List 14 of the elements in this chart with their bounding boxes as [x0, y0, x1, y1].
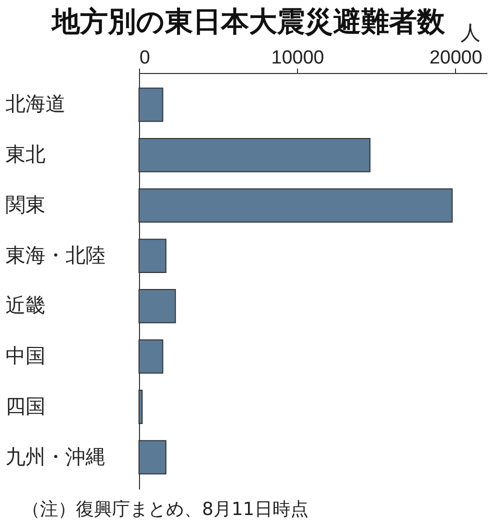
y-tick-label: 北海道 — [6, 92, 66, 116]
y-tick-label: 近畿 — [6, 293, 46, 318]
y-tick-label: 東北 — [6, 142, 46, 166]
y-tick-label: 九州・沖縄 — [6, 444, 106, 468]
x-tick-label: 20000 — [429, 48, 482, 68]
x-tick-label: 10000 — [271, 48, 324, 68]
x-tick-label: 0 — [140, 48, 150, 68]
text: （注）復興庁まとめ、8月11日時点 — [22, 499, 308, 520]
y-tick-label: 東海・北陸 — [6, 242, 106, 267]
y-tick-label: 関東 — [6, 192, 46, 216]
y-tick-label: 中国 — [6, 344, 46, 368]
y-tick-label: 四国 — [6, 394, 46, 418]
chart-title: 地方別の東日本大震災避難者数 — [50, 5, 446, 38]
x-axis-title: 人 — [460, 20, 480, 44]
